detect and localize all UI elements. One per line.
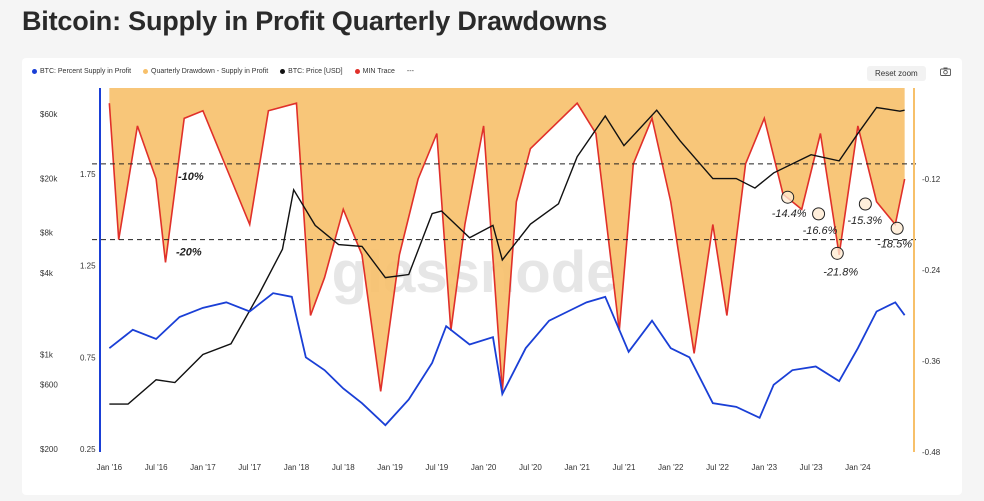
camera-icon[interactable]	[940, 67, 951, 76]
x-tick-label: Jan '16	[97, 463, 123, 472]
x-tick-label: Jan '19	[377, 463, 403, 472]
x-tick-label: Jan '17	[190, 463, 216, 472]
legend-dot-icon	[143, 69, 149, 74]
supply-tick-label: 0.75	[80, 353, 96, 362]
drawdown-marker	[858, 197, 872, 211]
x-tick-label: Jul '17	[238, 463, 261, 472]
price-line	[109, 106, 905, 405]
price-tick-label: $8k	[40, 228, 54, 237]
drawdown-marker	[830, 246, 844, 260]
drawdown-label: -16.6%	[803, 225, 838, 237]
x-tick-label: Jul '19	[425, 463, 448, 472]
legend-item-dashed[interactable]: ---	[406, 68, 414, 75]
legend: BTC: Percent Supply in Profit Quarterly …	[32, 68, 414, 75]
reference-label: -20%	[176, 247, 202, 259]
supply-tick-label: 1.25	[80, 262, 96, 271]
x-tick-label: Jan '23	[752, 463, 778, 472]
reset-zoom-button[interactable]: Reset zoom	[867, 66, 926, 81]
legend-item-price[interactable]: BTC: Price [USD]	[280, 68, 343, 75]
x-tick-label: Jul '16	[145, 463, 168, 472]
supply-in-profit-line	[108, 292, 906, 427]
drawdown-label: -14.4%	[772, 208, 807, 220]
price-tick-label: $4k	[40, 269, 54, 278]
price-tick-label: $20k	[40, 175, 58, 184]
drawdown-tick-label: -0.12	[922, 175, 941, 184]
drawdown-marker	[890, 221, 904, 235]
drawdown-label: -18.5%	[877, 238, 912, 250]
drawdown-label: -15.3%	[847, 215, 882, 227]
drawdown-marker	[812, 207, 826, 221]
drawdown-tick-label: -0.48	[922, 448, 941, 457]
page-title: Bitcoin: Supply in Profit Quarterly Draw…	[22, 6, 608, 36]
price-tick-label: $60k	[40, 110, 58, 119]
x-tick-label: Jul '18	[332, 463, 355, 472]
drawdown-label: -21.8%	[823, 266, 858, 278]
x-tick-label: Jul '22	[706, 463, 729, 472]
x-tick-label: Jan '22	[658, 463, 684, 472]
drawdown-marker	[781, 190, 795, 204]
legend-item-quarterly-drawdown[interactable]: Quarterly Drawdown - Supply in Profit	[143, 68, 268, 75]
legend-item-supply-in-profit[interactable]: BTC: Percent Supply in Profit	[32, 68, 131, 75]
drawdown-tick-label: -0.24	[922, 266, 941, 275]
drawdown-tick-label: -0.36	[922, 357, 941, 366]
price-tick-label: $200	[40, 445, 58, 454]
x-tick-label: Jan '24	[845, 463, 871, 472]
legend-dot-icon	[280, 69, 286, 74]
legend-item-min-trace[interactable]: MIN Trace	[354, 68, 395, 75]
supply-tick-label: 0.25	[80, 445, 96, 454]
price-tick-label: $600	[40, 380, 58, 389]
x-tick-label: Jul '23	[800, 463, 823, 472]
price-tick-label: $1k	[40, 350, 54, 359]
x-tick-label: Jan '20	[471, 463, 497, 472]
legend-dot-icon	[354, 69, 360, 74]
x-tick-label: Jan '21	[564, 463, 590, 472]
reference-label: -10%	[178, 171, 204, 183]
supply-tick-label: 1.75	[80, 170, 96, 179]
x-tick-label: Jul '20	[519, 463, 542, 472]
legend-dot-icon	[32, 69, 37, 74]
x-tick-label: Jul '21	[613, 463, 636, 472]
x-tick-label: Jan '18	[284, 463, 310, 472]
